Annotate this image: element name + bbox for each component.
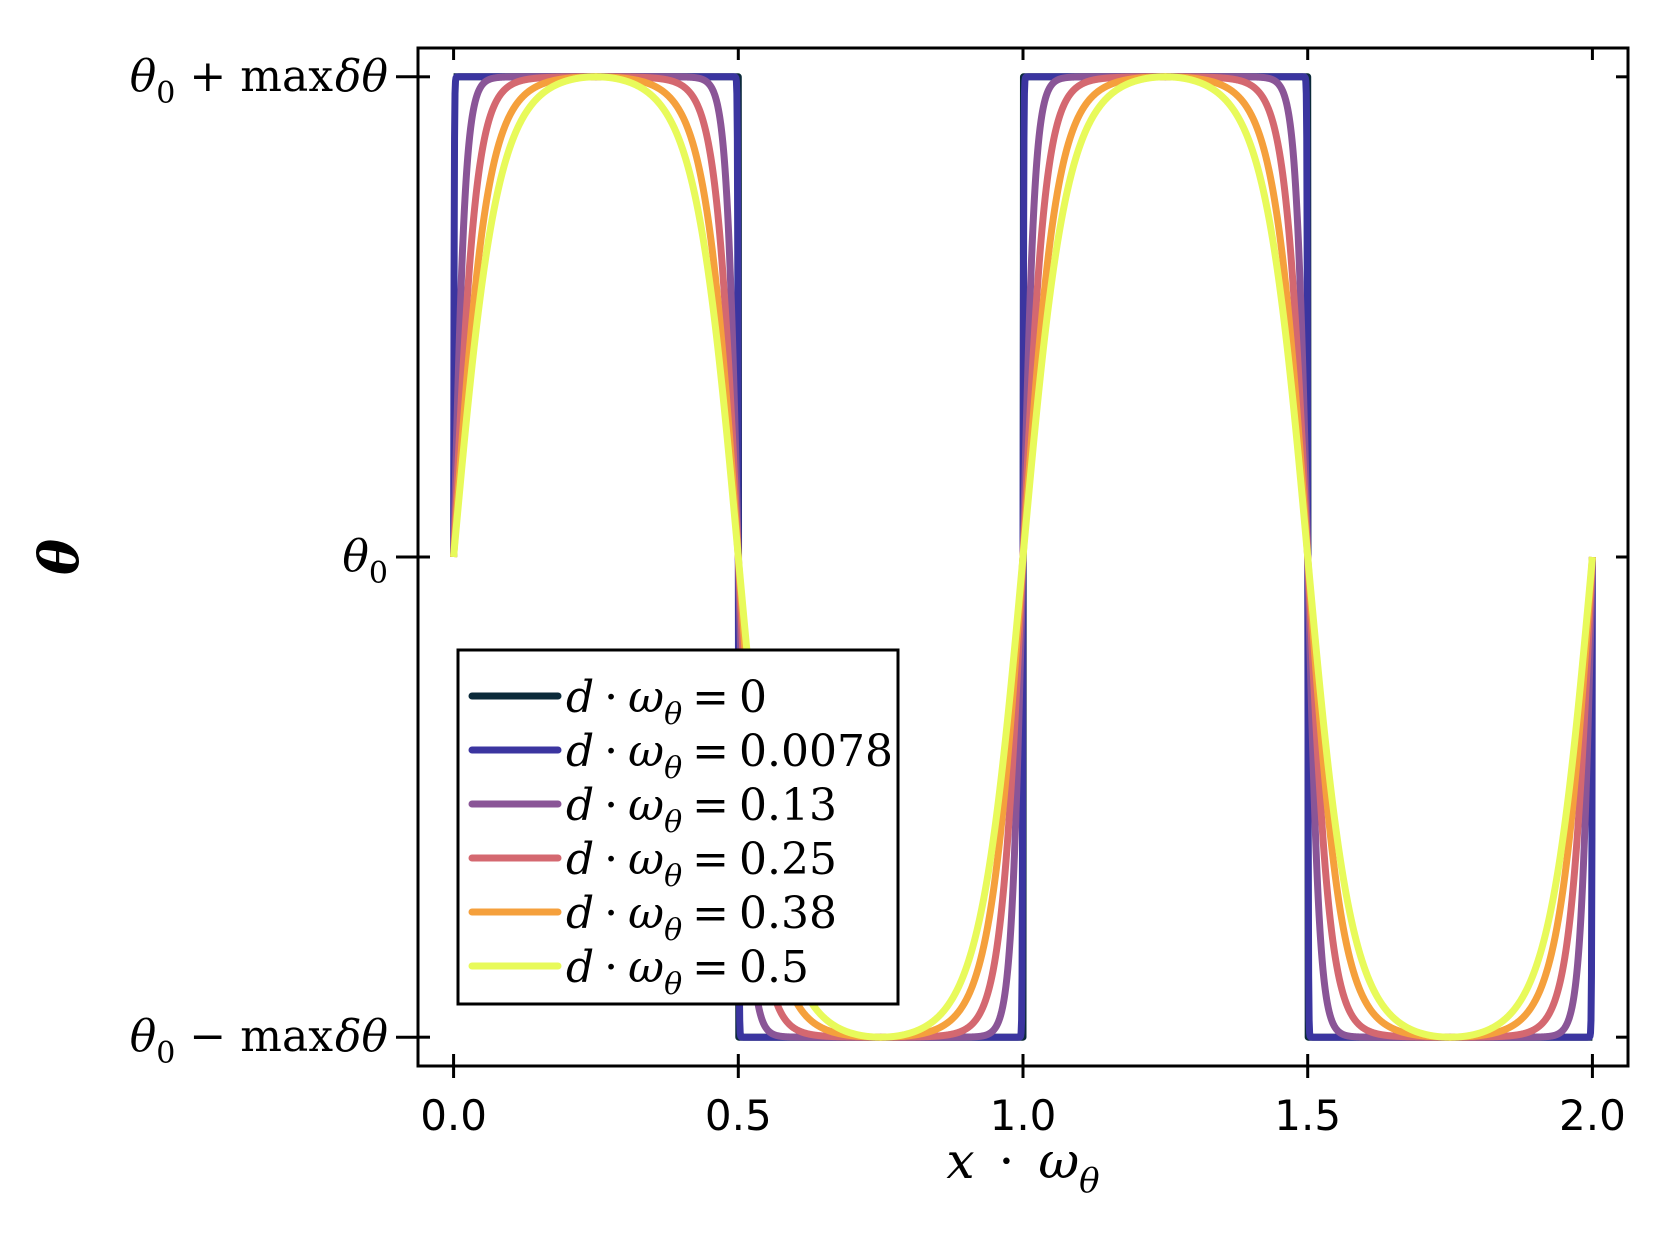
y-axis-label: θ [27,539,91,575]
y-tick-label-1: θ0 [342,531,388,591]
x-axis-label-sub: θ [1079,1161,1099,1201]
legend-label-3: d · ωθ = 0.25 [566,834,837,894]
x-tick-label-4: 2.0 [1559,1091,1626,1140]
legend-item-4: d · ωθ = 0.38 [468,888,837,948]
legend-item-3: d · ωθ = 0.25 [468,834,837,894]
legend-box [456,648,900,1006]
legend-label-5: d · ωθ = 0.5 [566,942,809,1002]
x-tick-label-1: 0.5 [705,1091,772,1140]
y-tick-label-0: θ0 + maxδθ [130,51,388,111]
legend-label-4: d · ωθ = 0.38 [566,888,837,948]
x-axis-label: x · ωθ [946,1132,1099,1201]
legend-item-0: d · ωθ = 0 [468,672,767,732]
y-tick-labels: θ0 + maxδθ θ0 θ0− maxδθ [130,51,388,1071]
legend-item-5: d · ωθ = 0.5 [468,942,809,1002]
legend-label-0: d · ωθ = 0 [566,672,767,732]
x-tick-labels: 0.0 0.5 1.0 1.5 2.0 [420,1091,1626,1140]
x-tick-label-0: 0.0 [420,1091,487,1140]
legend-label-2: d · ωθ = 0.13 [566,780,837,840]
x-tick-label-2: 1.0 [990,1091,1057,1140]
y-tick-label-2: θ0− maxδθ [130,1011,388,1071]
x-axis-label-dot: · [999,1132,1015,1190]
legend-item-1: d · ωθ = 0.0078 [468,726,893,786]
x-axis-label-omega: ω [1038,1132,1079,1190]
legend-item-2: d · ωθ = 0.13 [468,780,837,840]
tick-layer [396,48,1628,1078]
x-tick-label-3: 1.5 [1274,1091,1341,1140]
series-layer [450,73,1596,1041]
x-axis-label-var: x [946,1132,974,1190]
series-line-5 [450,73,1596,1041]
legend-label-1: d · ωθ = 0.0078 [566,726,893,786]
